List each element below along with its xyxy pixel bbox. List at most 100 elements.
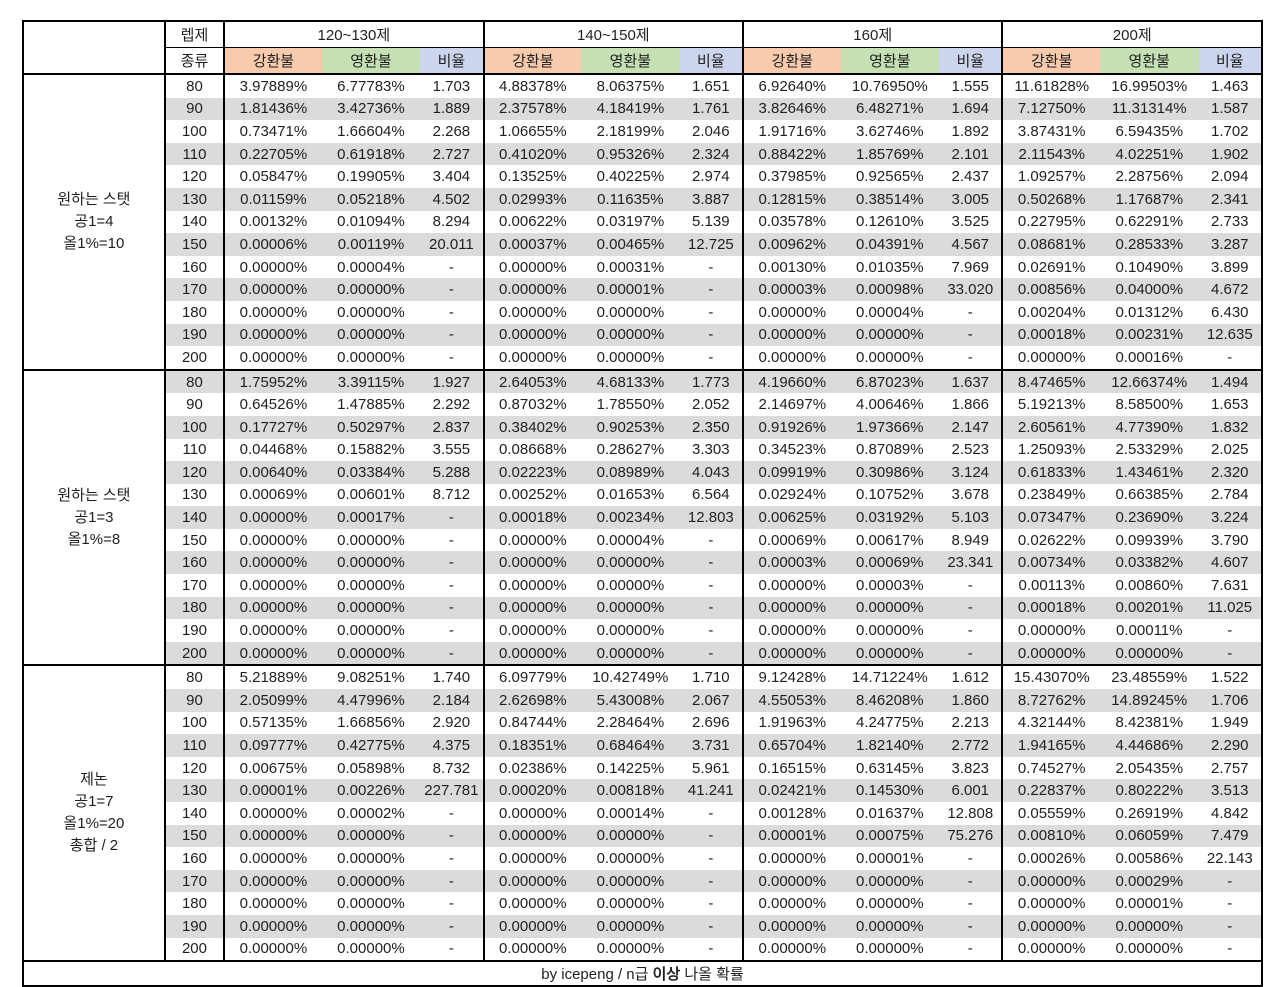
value-cell[interactable]: 0.00000% (742, 300, 841, 324)
value-cell[interactable]: - (679, 596, 743, 620)
value-cell[interactable]: 227.781 (420, 779, 484, 802)
value-cell[interactable]: 0.00640% (223, 461, 322, 484)
value-cell[interactable]: 0.00000% (581, 551, 680, 575)
value-cell[interactable]: 1.706 (1198, 689, 1262, 712)
value-cell[interactable]: - (939, 323, 1003, 347)
value-cell[interactable]: - (708, 576, 714, 594)
value-cell[interactable]: 2.268 (432, 122, 471, 140)
value-cell[interactable]: 2.974 (692, 168, 730, 186)
value-cell[interactable]: 0.00000% (596, 849, 665, 867)
value-cell[interactable]: 0.91926% (742, 415, 841, 439)
value-cell[interactable]: 2.341 (1198, 187, 1262, 211)
value-cell[interactable]: 0.00734% (1001, 551, 1100, 575)
value-cell[interactable]: 0.00000% (596, 622, 665, 640)
value-cell[interactable]: 2.05099% (223, 689, 322, 712)
value-cell[interactable]: 33.020 (939, 278, 1003, 301)
value-cell[interactable]: 6.59435% (1115, 122, 1184, 140)
value-cell[interactable]: 2.920 (432, 714, 471, 732)
value-cell[interactable]: 6.09779% (482, 665, 582, 690)
value-cell[interactable]: 0.00004% (337, 258, 405, 276)
level-cell[interactable]: 80 (163, 369, 226, 394)
value-cell[interactable]: 0.80222% (1099, 779, 1199, 802)
level-cell[interactable]: 100 (163, 711, 226, 735)
value-cell[interactable]: 4.18419% (581, 97, 680, 121)
value-cell[interactable]: 2.067 (679, 689, 743, 712)
value-cell[interactable]: - (708, 258, 714, 276)
value-cell[interactable]: - (448, 895, 454, 913)
value-cell[interactable]: 0.08989% (581, 461, 680, 484)
value-cell[interactable]: 8.294 (432, 213, 471, 231)
value-cell[interactable]: 0.00000% (223, 847, 322, 870)
value-cell[interactable]: 0.00000% (482, 278, 582, 301)
value-cell[interactable]: 0.00000% (337, 940, 405, 958)
value-cell[interactable]: 0.00000% (223, 892, 322, 915)
value-cell[interactable]: - (967, 895, 973, 913)
value-cell[interactable]: 0.00029% (1099, 869, 1199, 893)
value-cell[interactable]: 0.00000% (482, 574, 582, 597)
value-cell[interactable]: - (967, 303, 973, 321)
value-cell[interactable]: 0.00000% (596, 895, 665, 913)
value-cell[interactable]: 1.494 (1198, 369, 1262, 394)
value-cell[interactable]: 0.38402% (482, 415, 582, 439)
value-cell[interactable]: 0.00000% (1001, 346, 1100, 370)
value-cell[interactable]: 4.043 (679, 461, 743, 484)
value-cell[interactable]: - (448, 303, 454, 321)
value-cell[interactable]: 1.66856% (337, 714, 405, 732)
value-cell[interactable]: 2.53329% (1115, 441, 1184, 459)
value-cell[interactable]: 3.224 (1198, 506, 1262, 529)
value-cell[interactable]: 0.00000% (581, 596, 680, 620)
value-cell[interactable]: 0.00586% (1115, 849, 1184, 867)
value-cell[interactable]: 0.00000% (742, 641, 841, 666)
value-cell[interactable]: 0.00000% (223, 619, 322, 642)
value-cell[interactable]: 1.866 (951, 396, 990, 414)
value-cell[interactable]: 0.00000% (321, 551, 421, 575)
level-cell[interactable]: 200 (163, 641, 226, 666)
value-cell[interactable]: 3.790 (1210, 531, 1249, 549)
value-cell[interactable]: 0.30986% (840, 461, 940, 484)
value-cell[interactable]: 0.00000% (1001, 937, 1100, 962)
value-cell[interactable]: 0.00001% (856, 849, 924, 867)
value-cell[interactable]: 2.184 (420, 689, 484, 712)
value-cell[interactable]: 0.00069% (840, 551, 940, 575)
value-cell[interactable]: 2.046 (692, 122, 730, 140)
value-cell[interactable]: 3.887 (679, 187, 743, 211)
value-cell[interactable]: 0.22837% (1001, 779, 1100, 802)
value-cell[interactable]: 0.87089% (856, 441, 924, 459)
value-cell[interactable]: 0.57135% (223, 711, 322, 735)
value-cell[interactable]: 0.40225% (596, 168, 665, 186)
value-cell[interactable]: 0.00000% (840, 914, 940, 938)
value-cell[interactable]: 2.733 (1210, 213, 1249, 231)
value-cell[interactable]: - (708, 622, 714, 640)
value-cell[interactable]: 0.00000% (321, 323, 421, 347)
value-cell[interactable]: 0.00000% (581, 641, 680, 666)
value-cell[interactable]: 1.710 (692, 669, 730, 687)
value-cell[interactable]: 1.637 (939, 369, 1003, 394)
value-cell[interactable]: - (939, 596, 1003, 620)
value-cell[interactable]: 0.00000% (1001, 619, 1100, 642)
value-cell[interactable]: 0.61833% (1001, 461, 1100, 484)
value-cell[interactable]: 0.12610% (856, 213, 924, 231)
value-cell[interactable]: - (420, 914, 484, 938)
value-cell[interactable]: 2.62698% (482, 689, 582, 712)
value-cell[interactable]: 3.87431% (1001, 120, 1100, 143)
value-cell[interactable]: - (708, 849, 714, 867)
level-cell[interactable]: 110 (163, 734, 226, 757)
value-cell[interactable]: 3.731 (679, 734, 743, 757)
value-cell[interactable]: 1.702 (1210, 122, 1249, 140)
value-cell[interactable]: 2.523 (951, 441, 990, 459)
value-cell[interactable]: 1.06655% (482, 120, 582, 143)
value-cell[interactable]: 0.00000% (482, 551, 582, 575)
value-cell[interactable]: 3.005 (939, 187, 1003, 211)
value-cell[interactable]: - (1227, 348, 1233, 366)
value-cell[interactable]: 3.82646% (742, 97, 841, 121)
value-cell[interactable]: 0.50297% (321, 415, 421, 439)
value-cell[interactable]: 0.00000% (742, 847, 841, 870)
value-cell[interactable]: 0.00000% (337, 849, 405, 867)
value-cell[interactable]: 0.88422% (742, 142, 841, 166)
value-cell[interactable]: - (939, 641, 1003, 666)
value-cell[interactable]: 1.587 (1198, 97, 1262, 121)
value-cell[interactable]: 1.78550% (596, 396, 665, 414)
value-cell[interactable]: 3.39115% (321, 369, 421, 394)
value-cell[interactable]: 0.00000% (321, 914, 421, 938)
value-cell[interactable]: 0.68464% (581, 734, 680, 757)
